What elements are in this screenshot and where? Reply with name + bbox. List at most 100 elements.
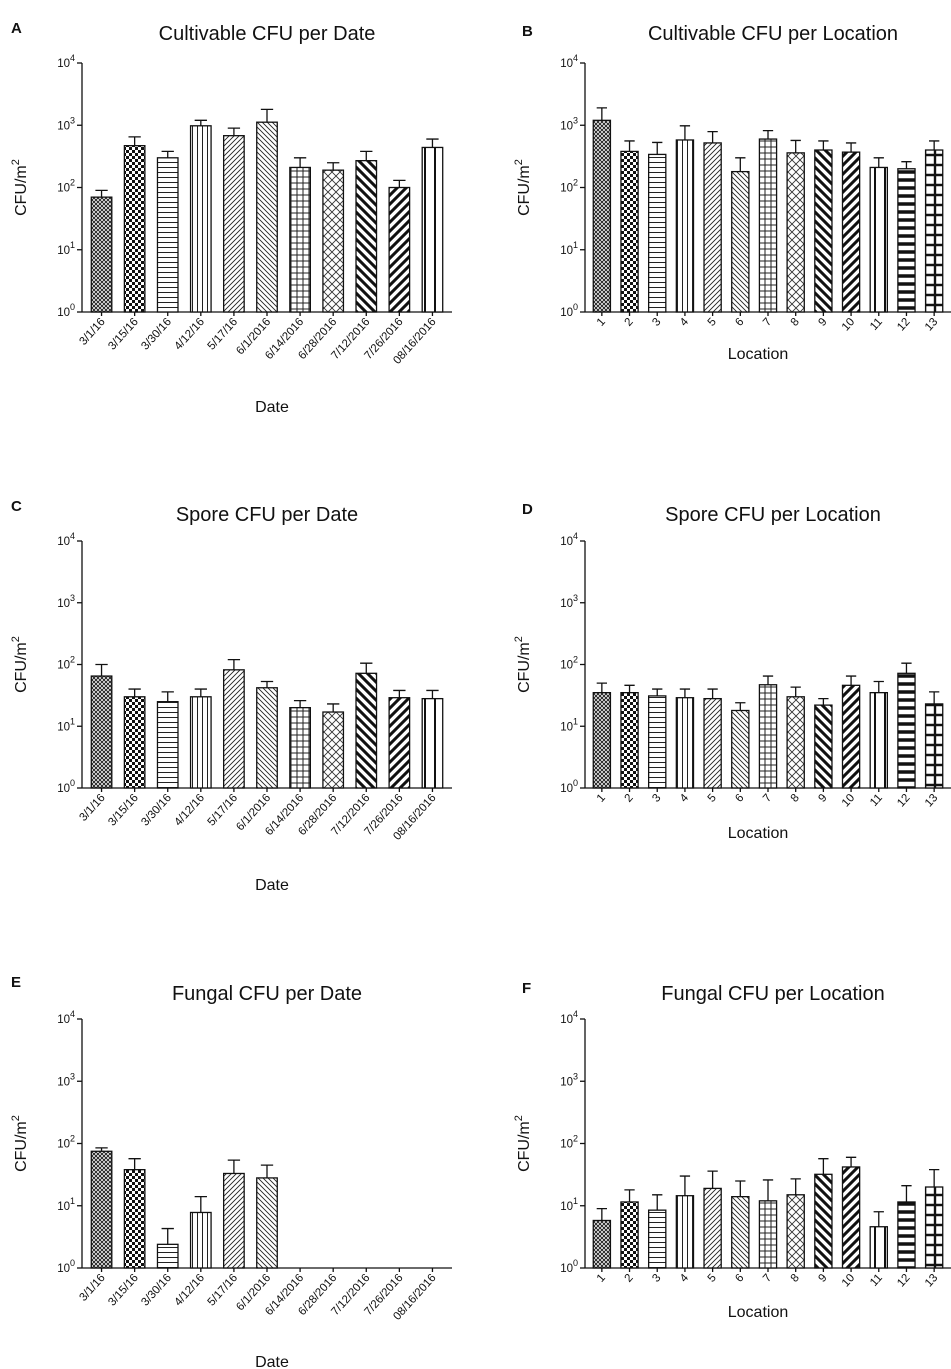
bar-5 (223, 1172, 245, 1269)
y-axis-label: CFU/m2 (10, 159, 30, 216)
bar-6 (256, 121, 278, 313)
y-tick-label: 101 (57, 1196, 75, 1213)
bar-10 (841, 151, 861, 313)
x-tick-label: 7 (761, 792, 774, 805)
error-bar-4 (679, 125, 691, 140)
x-tick-label: 3 (650, 1272, 663, 1285)
error-bar-10 (845, 1156, 857, 1167)
error-bar-11 (873, 680, 884, 693)
x-axis-label: Location (728, 346, 789, 363)
error-bar-9 (360, 150, 373, 161)
y-tick-label: 101 (560, 1196, 578, 1213)
error-bar-10 (845, 142, 857, 153)
bar-1 (90, 196, 113, 313)
bar-1 (90, 675, 113, 789)
x-tick-label: 1 (595, 792, 608, 805)
bar-10 (388, 697, 411, 789)
x-tick-label: 7 (761, 316, 774, 329)
bar-13 (924, 149, 944, 313)
bar-2 (620, 692, 639, 789)
error-bar-10 (393, 689, 406, 698)
x-tick-label: 3/30/16 (139, 316, 174, 353)
y-tick-label: 102 (57, 178, 75, 195)
x-tick-label: 8 (789, 1272, 802, 1285)
bar-8 (322, 169, 345, 313)
x-tick-label: 4/12/16 (172, 792, 207, 829)
panel-letter: F (522, 980, 531, 997)
x-tick-label: 11 (868, 316, 885, 333)
bar-1 (592, 119, 612, 313)
y-tick-label: 103 (560, 115, 578, 132)
x-tick-label: 3 (650, 792, 663, 805)
error-bar-1 (596, 107, 607, 121)
x-tick-label: 2 (623, 792, 636, 805)
error-bar-6 (735, 702, 746, 711)
error-bar-2 (624, 684, 635, 693)
error-bar-11 (873, 157, 884, 168)
error-bar-6 (735, 1180, 746, 1197)
bar-11 (869, 692, 889, 789)
bar-1 (592, 692, 612, 789)
x-tick-label: 3/15/16 (106, 316, 141, 353)
error-bar-2 (128, 688, 141, 697)
bar-5 (703, 142, 722, 313)
x-tick-label: 4 (678, 316, 692, 329)
x-tick-label: 3/15/16 (106, 1272, 141, 1309)
bar-4 (189, 696, 212, 789)
x-tick-label: 10 (840, 792, 857, 810)
bar-13 (924, 1186, 944, 1269)
error-bar-7 (293, 699, 307, 708)
x-axis-label: Location (728, 825, 789, 842)
x-tick-label: 4 (678, 792, 692, 805)
x-tick-label: 1 (595, 1272, 608, 1285)
x-tick-label: 5/17/16 (206, 792, 241, 829)
x-tick-label: 3 (650, 316, 663, 329)
bar-9 (814, 1173, 833, 1269)
bar-3 (647, 695, 667, 789)
error-bar-4 (679, 1175, 691, 1196)
x-tick-label: 10 (840, 1272, 857, 1290)
bar-7 (758, 684, 778, 789)
error-bar-12 (901, 1185, 912, 1202)
bar-6 (731, 170, 750, 313)
error-bar-13 (929, 1169, 940, 1188)
chart-title: Fungal CFU per Location (661, 983, 884, 1005)
x-tick-label: 13 (923, 792, 940, 810)
x-tick-label: 1 (595, 316, 608, 329)
error-bar-2 (128, 136, 141, 146)
bar-9 (355, 159, 378, 313)
error-bar-1 (95, 1147, 108, 1152)
y-tick-label: 102 (57, 655, 75, 672)
error-bar-8 (790, 139, 801, 153)
bar-7 (758, 138, 778, 313)
bar-11 (869, 1226, 889, 1269)
bar-2 (620, 150, 639, 313)
panel-C: C Spore CFU per Date 100 101 102 103 104 CFU/m2… (10, 498, 452, 894)
bar-8 (322, 711, 345, 789)
x-tick-label: 11 (868, 792, 885, 809)
error-bar-7 (762, 675, 774, 685)
panel-D: D Spore CFU per Location100101102103104CF… (513, 501, 951, 842)
y-axis-label: CFU/m2 (513, 159, 533, 216)
x-tick-label: 5 (706, 316, 719, 329)
x-tick-label: 3/30/16 (139, 792, 174, 829)
bar-7 (289, 707, 311, 789)
x-tick-label: 8 (789, 792, 802, 805)
x-tick-label: 7 (761, 1272, 774, 1285)
y-tick-label: 104 (560, 531, 578, 548)
error-bar-2 (624, 1189, 635, 1202)
y-tick-label: 102 (560, 178, 578, 195)
error-bar-3 (161, 150, 174, 158)
y-tick-label: 101 (57, 716, 75, 733)
x-tick-label: 5 (706, 1272, 719, 1285)
y-tick-label: 103 (560, 593, 578, 610)
error-bar-12 (901, 161, 912, 169)
x-tick-label: 4/12/16 (172, 1272, 207, 1309)
bar-8 (786, 152, 805, 313)
x-tick-label: 4 (678, 1272, 692, 1285)
y-tick-label: 102 (560, 655, 578, 672)
y-tick-label: 104 (560, 1009, 578, 1026)
error-bar-3 (652, 688, 663, 696)
error-bar-8 (327, 162, 340, 171)
bar-2 (620, 1201, 639, 1269)
